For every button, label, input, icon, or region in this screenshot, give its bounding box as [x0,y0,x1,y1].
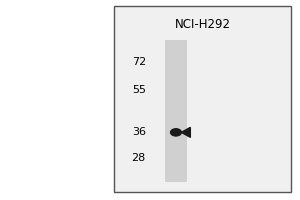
Circle shape [171,129,182,136]
Text: 55: 55 [132,85,146,95]
Text: 36: 36 [132,127,146,137]
Text: 72: 72 [132,57,146,67]
Polygon shape [182,127,190,137]
Text: 28: 28 [132,153,146,163]
Text: NCI-H292: NCI-H292 [175,18,230,30]
FancyBboxPatch shape [114,6,291,192]
Bar [165,40,187,182]
